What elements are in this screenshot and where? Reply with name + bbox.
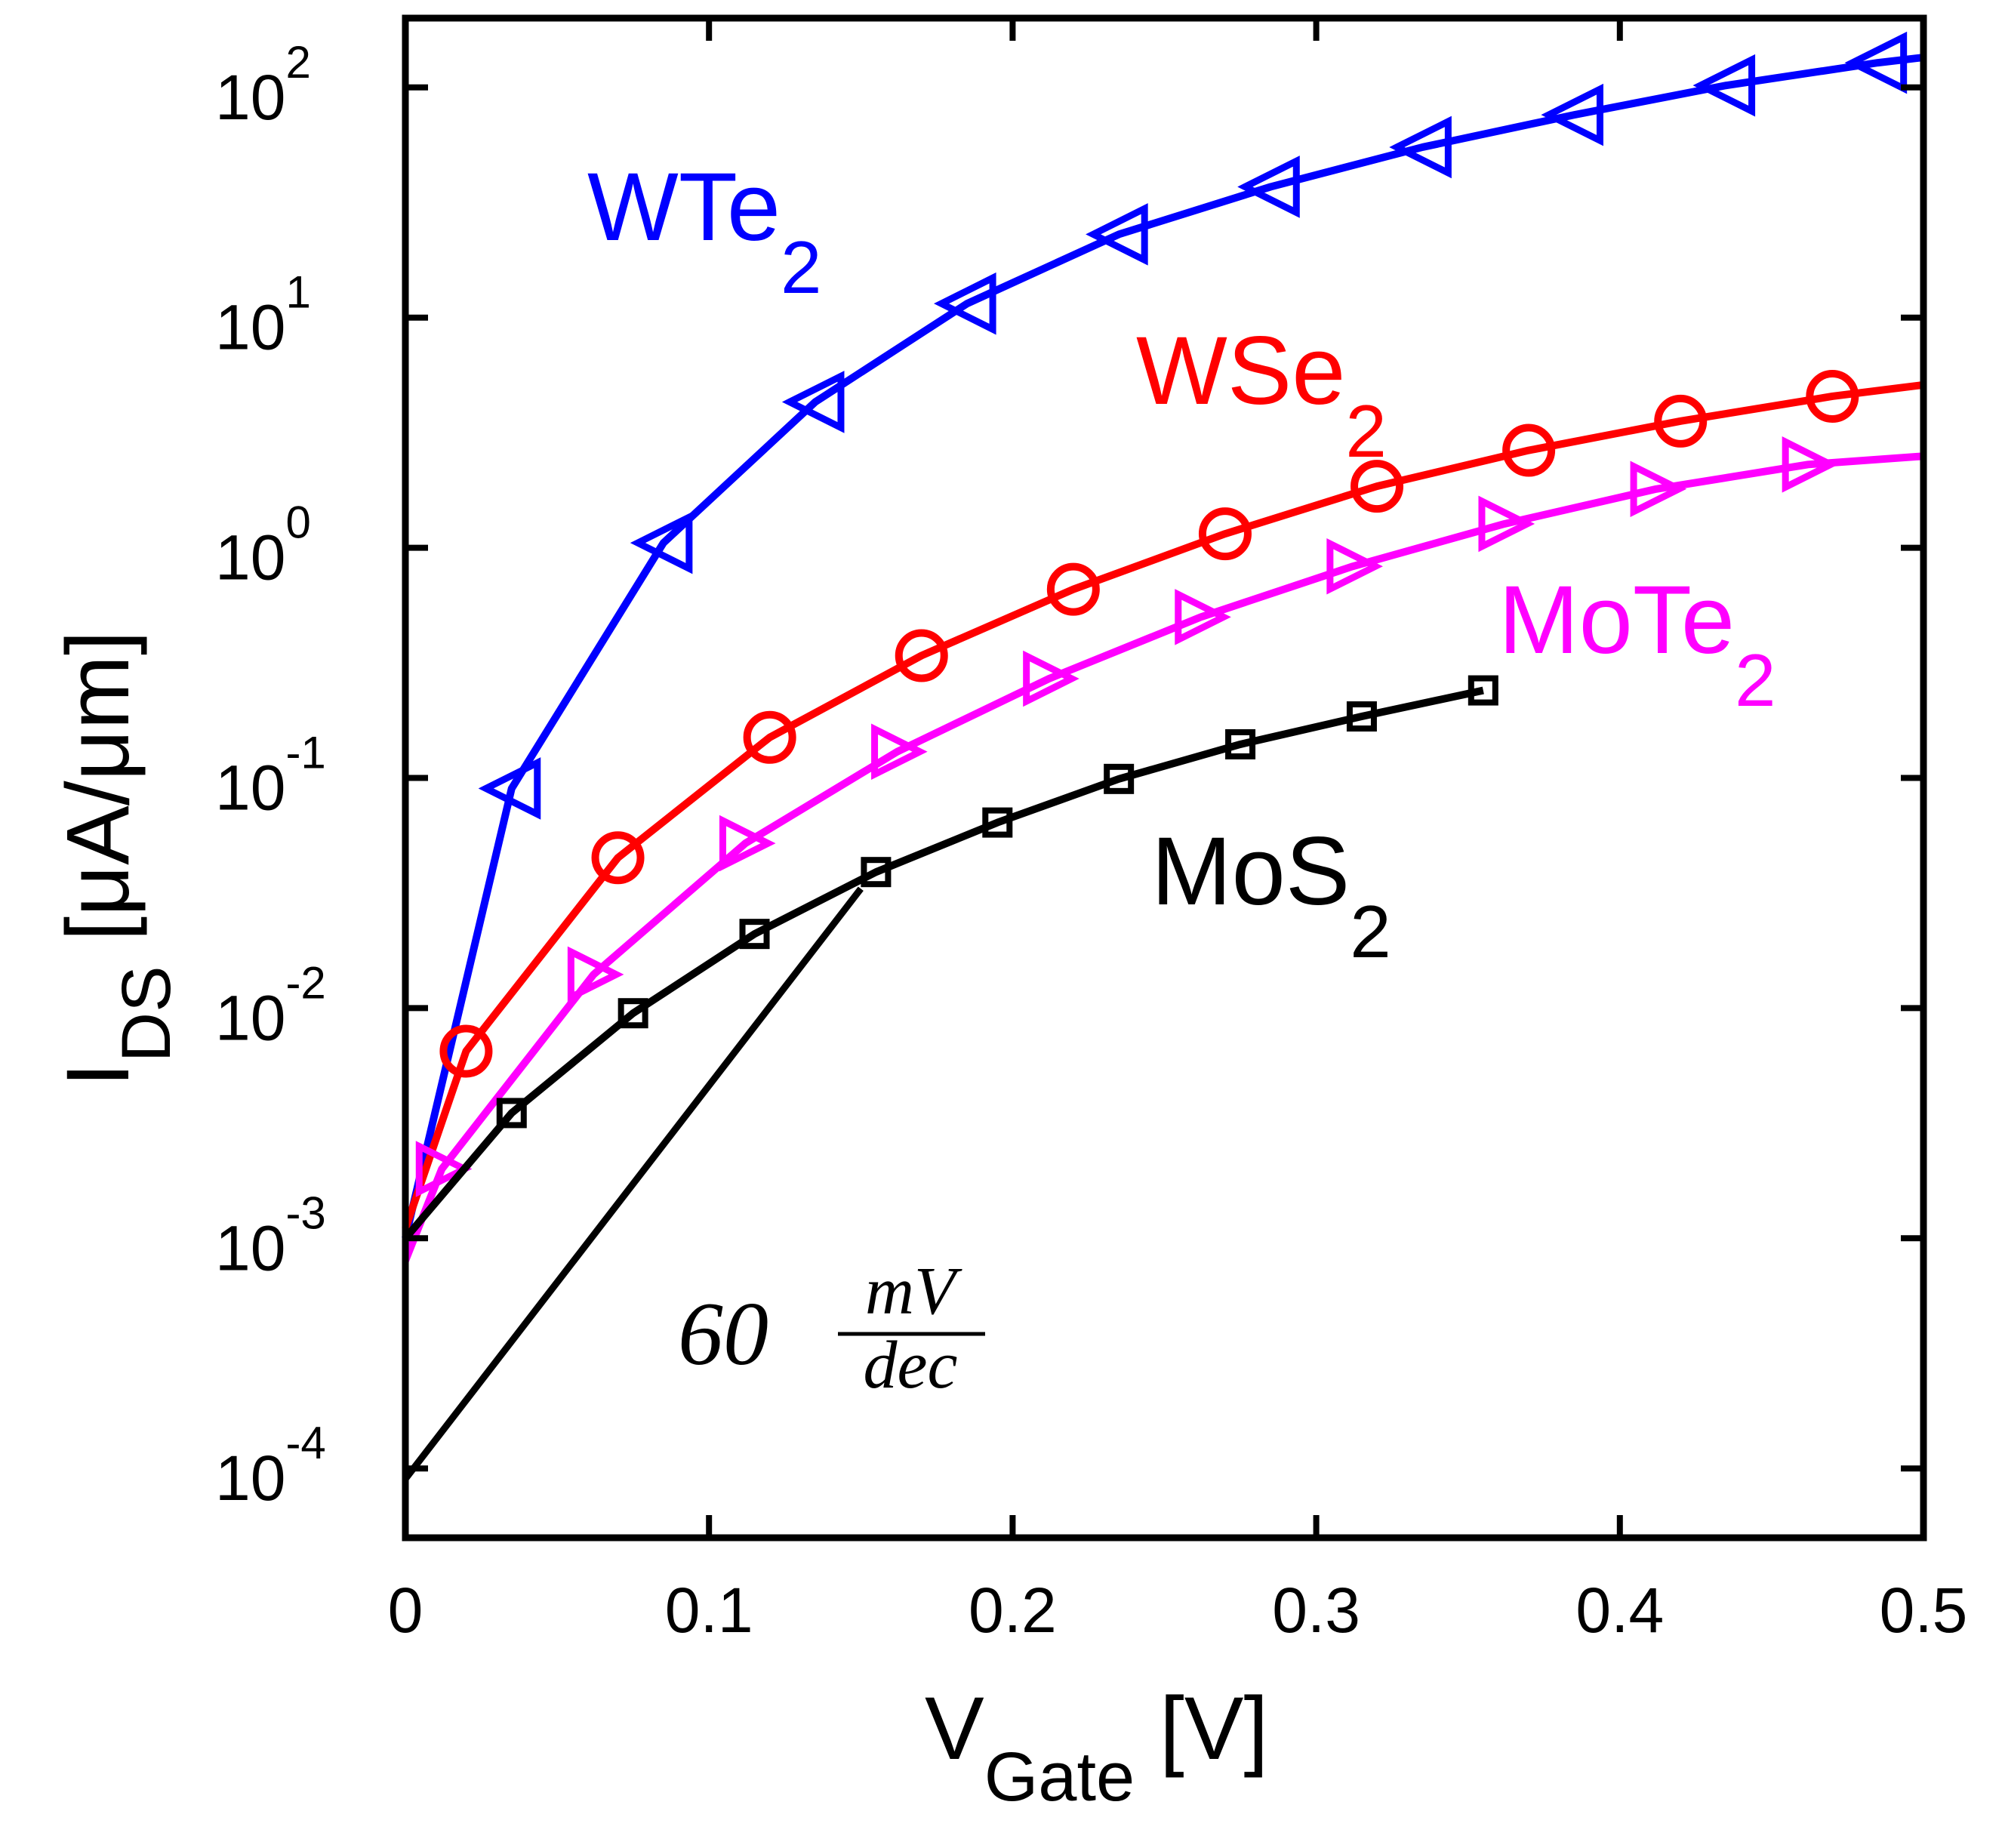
data-point-wte2 bbox=[1541, 83, 1603, 146]
data-point-wse2 bbox=[1502, 424, 1556, 477]
data-point-wse2 bbox=[1806, 369, 1859, 423]
data-point-mote2 bbox=[719, 815, 776, 872]
data-point-wte2 bbox=[1389, 116, 1452, 179]
x-tick-label: 0.4 bbox=[1575, 1575, 1664, 1646]
y-axis-label: IDS [μA/μm] bbox=[48, 630, 185, 1087]
data-point-wte2 bbox=[1086, 203, 1148, 266]
data-point-wse2 bbox=[439, 1024, 493, 1078]
data-point-mote2 bbox=[871, 723, 928, 781]
series-line-mos2 bbox=[402, 686, 1484, 1241]
x-axis-label: VGate [V] bbox=[925, 1679, 1268, 1816]
y-tick-label: 102 bbox=[215, 37, 311, 133]
x-tick-label: 0 bbox=[388, 1575, 423, 1646]
y-tick-label: 101 bbox=[215, 267, 311, 363]
data-point-mote2 bbox=[1175, 589, 1231, 645]
data-point-mos2 bbox=[982, 807, 1013, 838]
data-point-wse2 bbox=[1198, 507, 1252, 561]
data-point-mote2 bbox=[1478, 495, 1535, 553]
x-tick-label: 0.3 bbox=[1272, 1575, 1360, 1646]
series-label-mos2: MoS2 bbox=[1151, 818, 1391, 973]
data-point-wte2 bbox=[1237, 156, 1300, 218]
data-point-wse2 bbox=[591, 831, 645, 885]
data-point-wte2 bbox=[478, 757, 541, 820]
tick-layer: 0 0.1 0.2 0.3 0.4 0.5 10-4 10-3 10-2 10-1 100 101 10… bbox=[215, 18, 1967, 1646]
slope-reference-line bbox=[402, 886, 864, 1481]
x-tick-label: 0.2 bbox=[969, 1575, 1057, 1646]
slope-annotation-denominator: dec bbox=[864, 1328, 958, 1403]
series-layer bbox=[402, 31, 1924, 1262]
data-point-mote2 bbox=[1326, 537, 1383, 595]
series-line-mote2 bbox=[402, 452, 1924, 1262]
reference-line-layer bbox=[402, 886, 864, 1481]
data-point-wte2 bbox=[1692, 54, 1756, 117]
data-point-mos2 bbox=[861, 857, 892, 888]
slope-annotation-numerator: mV bbox=[865, 1254, 962, 1329]
series-label-wte2: WTe2 bbox=[587, 153, 822, 309]
data-point-mote2 bbox=[1023, 650, 1079, 707]
y-tick-label: 10-4 bbox=[215, 1418, 326, 1514]
series-wte2 bbox=[402, 31, 1924, 1240]
data-point-mos2 bbox=[618, 998, 648, 1029]
data-point-mos2 bbox=[739, 919, 770, 950]
y-tick-label: 10-3 bbox=[215, 1187, 326, 1283]
data-point-mos2 bbox=[1346, 701, 1377, 732]
series-wse2 bbox=[402, 369, 1924, 1230]
slope-annotation: 60 mV dec bbox=[678, 1254, 985, 1403]
data-point-wte2 bbox=[781, 371, 845, 433]
data-point-wse2 bbox=[895, 629, 948, 682]
series-mos2 bbox=[402, 675, 1498, 1241]
y-tick-label: 10-2 bbox=[215, 957, 326, 1053]
y-tick-label: 100 bbox=[215, 497, 311, 593]
x-tick-label: 0.5 bbox=[1880, 1575, 1968, 1646]
slope-annotation-value: 60 bbox=[678, 1283, 768, 1384]
data-point-mote2 bbox=[1630, 460, 1687, 518]
x-tick-label: 0.1 bbox=[665, 1575, 753, 1646]
data-point-mote2 bbox=[567, 946, 624, 1003]
data-point-mos2 bbox=[1225, 728, 1256, 759]
data-point-wte2 bbox=[1844, 31, 1908, 94]
data-point-mote2 bbox=[1782, 436, 1839, 493]
series-label-wse2: WSe2 bbox=[1136, 317, 1387, 473]
data-point-mos2 bbox=[496, 1098, 527, 1129]
data-point-wse2 bbox=[743, 710, 796, 764]
series-line-wse2 bbox=[402, 380, 1924, 1230]
data-point-wse2 bbox=[1046, 562, 1100, 616]
data-point-wse2 bbox=[1351, 460, 1404, 513]
data-point-mos2 bbox=[1104, 763, 1135, 794]
data-point-wse2 bbox=[1654, 394, 1708, 448]
series-mote2 bbox=[402, 436, 1924, 1262]
data-point-wte2 bbox=[630, 511, 693, 574]
data-point-mos2 bbox=[1468, 675, 1498, 706]
y-tick-label: 10-1 bbox=[215, 728, 326, 824]
series-label-mote2: MoTe2 bbox=[1498, 566, 1776, 722]
data-point-wte2 bbox=[934, 272, 996, 335]
data-point-mote2 bbox=[415, 1141, 473, 1197]
